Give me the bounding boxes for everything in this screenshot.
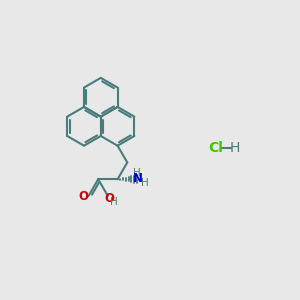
Text: H: H	[110, 197, 118, 207]
Text: Cl: Cl	[208, 141, 223, 154]
Text: H: H	[133, 168, 141, 178]
Text: N: N	[133, 172, 142, 185]
Text: O: O	[79, 190, 89, 202]
Text: H: H	[141, 178, 148, 188]
Text: O: O	[104, 192, 114, 205]
Text: H: H	[229, 141, 239, 154]
